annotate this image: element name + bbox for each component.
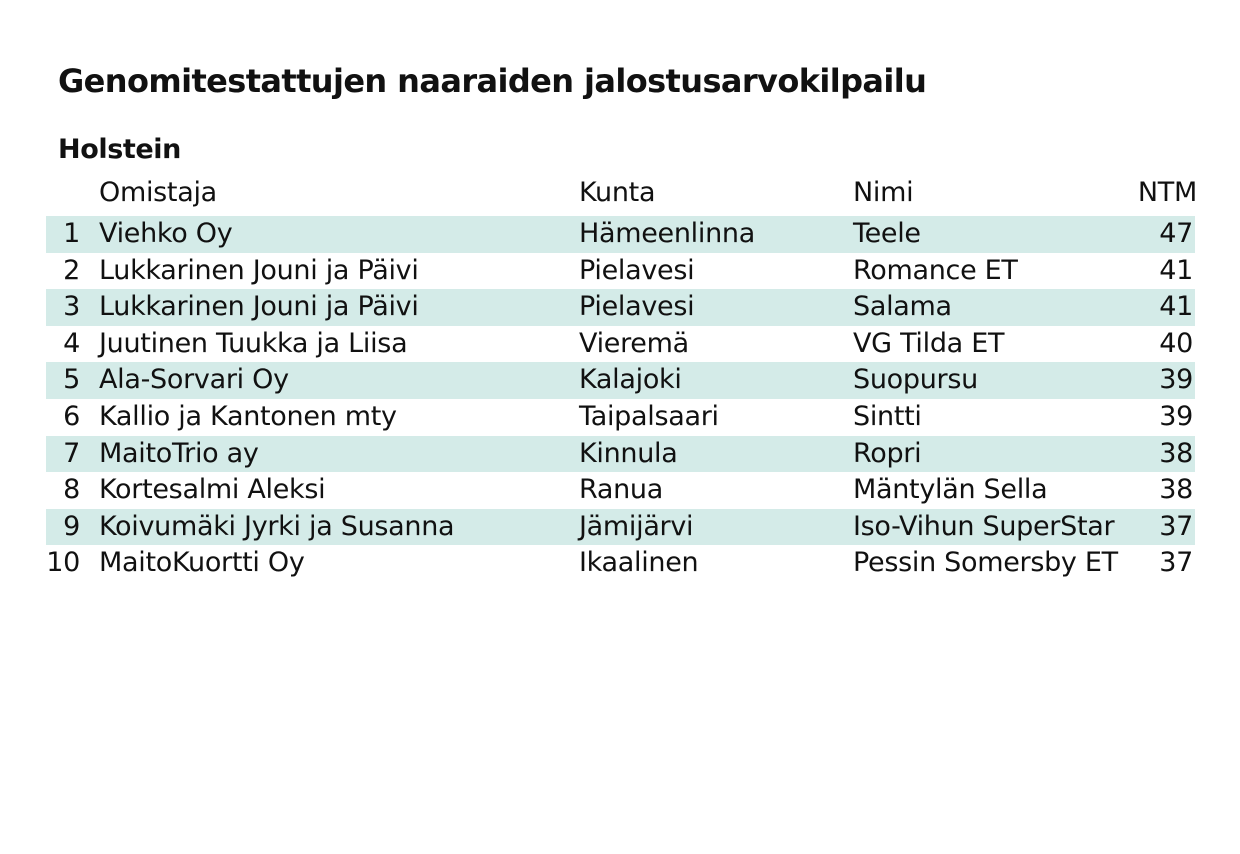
kunta-cell: Ikaalinen xyxy=(579,547,699,579)
owner-cell: Viehko Oy xyxy=(99,218,233,249)
table-row: 3 Lukkarinen Jouni ja Päivi Pielavesi Sa… xyxy=(46,289,1195,326)
rank-cell: 4 xyxy=(63,327,80,359)
ntm-cell: 41 xyxy=(1159,254,1193,286)
nimi-cell: Iso-Vihun SuperStar xyxy=(853,510,1115,542)
nimi-cell: Romance ET xyxy=(853,254,1018,286)
ntm-cell: 38 xyxy=(1159,474,1193,506)
header-kunta: Kunta xyxy=(579,177,656,208)
owner-cell: Lukkarinen Jouni ja Päivi xyxy=(99,254,419,286)
nimi-cell: Ropri xyxy=(853,437,922,469)
rank-cell: 9 xyxy=(63,510,80,542)
table-header: Omistaja Kunta Nimi NTM xyxy=(46,174,1197,212)
rank-cell: 7 xyxy=(63,437,80,469)
rank-cell: 3 xyxy=(63,291,80,323)
kunta-cell: Pielavesi xyxy=(579,254,695,286)
nimi-cell: VG Tilda ET xyxy=(853,327,1005,359)
page-title: Genomitestattujen naaraiden jalostusarvo… xyxy=(58,62,927,100)
owner-cell: Kortesalmi Aleksi xyxy=(99,474,326,506)
table-row: 9 Koivumäki Jyrki ja Susanna Jämijärvi I… xyxy=(46,508,1195,546)
nimi-cell: Sintti xyxy=(853,400,922,432)
rank-cell: 8 xyxy=(63,474,80,506)
kunta-cell: Ranua xyxy=(579,474,663,506)
ntm-cell: 37 xyxy=(1159,547,1193,579)
table-row: 5 Ala-Sorvari Oy Kalajoki Suopursu 39 xyxy=(46,362,1195,399)
ranking-table: 1 Viehko Oy Hämeenlinna Teele 47 2 Lukka… xyxy=(46,216,1195,582)
table-row: 4 Juutinen Tuukka ja Liisa Vieremä VG Ti… xyxy=(46,326,1195,363)
ntm-cell: 47 xyxy=(1159,218,1193,249)
table-row: 2 Lukkarinen Jouni ja Päivi Pielavesi Ro… xyxy=(46,253,1195,290)
table-row: 6 Kallio ja Kantonen mty Taipalsaari Sin… xyxy=(46,399,1195,436)
ntm-cell: 39 xyxy=(1159,400,1193,432)
rank-cell: 10 xyxy=(46,547,80,579)
kunta-cell: Kalajoki xyxy=(579,364,682,396)
kunta-cell: Vieremä xyxy=(579,327,689,359)
breed-heading: Holstein xyxy=(58,134,181,165)
rank-cell: 6 xyxy=(63,400,80,432)
owner-cell: Lukkarinen Jouni ja Päivi xyxy=(99,291,419,323)
nimi-cell: Suopursu xyxy=(853,364,978,396)
owner-cell: MaitoTrio ay xyxy=(99,437,259,469)
nimi-cell: Mäntylän Sella xyxy=(853,474,1048,506)
rank-cell: 1 xyxy=(63,218,80,249)
table-row: 10 MaitoKuortti Oy Ikaalinen Pessin Some… xyxy=(46,545,1195,582)
ntm-cell: 38 xyxy=(1159,437,1193,469)
rank-cell: 2 xyxy=(63,254,80,286)
owner-cell: Juutinen Tuukka ja Liisa xyxy=(99,327,408,359)
kunta-cell: Pielavesi xyxy=(579,291,695,323)
nimi-cell: Teele xyxy=(853,218,921,249)
header-ntm: NTM xyxy=(1137,177,1197,208)
kunta-cell: Kinnula xyxy=(579,437,678,469)
ntm-cell: 40 xyxy=(1159,327,1193,359)
rank-cell: 5 xyxy=(63,364,80,396)
nimi-cell: Pessin Somersby ET xyxy=(853,547,1118,579)
kunta-cell: Taipalsaari xyxy=(579,400,719,432)
owner-cell: Kallio ja Kantonen mty xyxy=(99,400,397,432)
table-row: 1 Viehko Oy Hämeenlinna Teele 47 xyxy=(46,216,1195,253)
kunta-cell: Hämeenlinna xyxy=(579,218,755,249)
header-owner: Omistaja xyxy=(99,177,217,208)
owner-cell: Koivumäki Jyrki ja Susanna xyxy=(99,510,455,542)
table-row: 7 MaitoTrio ay Kinnula Ropri 38 xyxy=(46,435,1195,473)
owner-cell: Ala-Sorvari Oy xyxy=(99,364,289,396)
owner-cell: MaitoKuortti Oy xyxy=(99,547,305,579)
ntm-cell: 37 xyxy=(1159,510,1193,542)
header-nimi: Nimi xyxy=(853,177,914,208)
ntm-cell: 41 xyxy=(1159,291,1193,323)
ntm-cell: 39 xyxy=(1159,364,1193,396)
table-row: 8 Kortesalmi Aleksi Ranua Mäntylän Sella… xyxy=(46,472,1195,509)
nimi-cell: Salama xyxy=(853,291,952,323)
kunta-cell: Jämijärvi xyxy=(579,510,694,542)
